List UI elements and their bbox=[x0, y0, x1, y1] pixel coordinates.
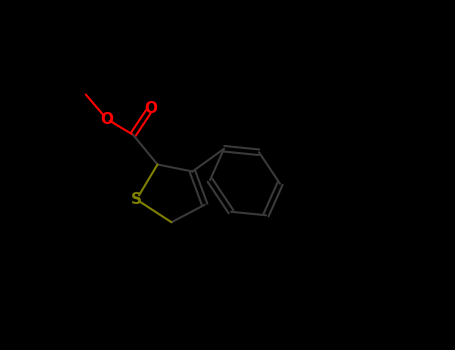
Text: O: O bbox=[144, 101, 157, 116]
Text: S: S bbox=[131, 192, 142, 207]
Text: O: O bbox=[100, 112, 113, 126]
